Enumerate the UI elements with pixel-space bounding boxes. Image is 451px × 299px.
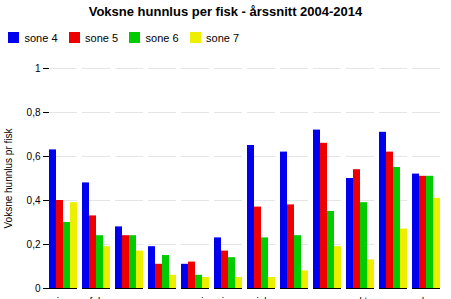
svg-text:jul: jul: [255, 295, 266, 299]
svg-text:0,8: 0,8: [27, 106, 41, 117]
svg-text:okt: okt: [354, 295, 368, 299]
html-text:sone 7: sone 7: [206, 31, 240, 44]
svg-text:sep: sep: [319, 295, 336, 299]
html-text:Voksne hunnlus per fisk - årss: Voksne hunnlus per fisk - årssnitt 2004-…: [88, 4, 363, 19]
svg-text:apr: apr: [155, 295, 170, 299]
html-text:sone 5: sone 5: [85, 31, 119, 44]
svg-text:0,2: 0,2: [27, 238, 41, 249]
svg-text:jun: jun: [221, 295, 235, 299]
html-text:sone 6: sone 6: [145, 31, 179, 44]
svg-text:mar: mar: [121, 295, 139, 299]
svg-text:0,4: 0,4: [27, 194, 41, 205]
svg-text:des: des: [418, 295, 434, 299]
svg-text:nov: nov: [385, 295, 401, 299]
svg-text:feb: feb: [90, 295, 104, 299]
svg-text:Voksne hunnlus pr fisk: Voksne hunnlus pr fisk: [3, 127, 14, 228]
svg-text:0,6: 0,6: [27, 150, 41, 161]
html-text:sone 4: sone 4: [24, 31, 58, 44]
svg-text:aug: aug: [286, 295, 303, 299]
svg-text:0: 0: [35, 282, 41, 293]
svg-text:jan: jan: [56, 295, 70, 299]
svg-text:1: 1: [35, 62, 41, 73]
svg-text:mai: mai: [187, 295, 203, 299]
